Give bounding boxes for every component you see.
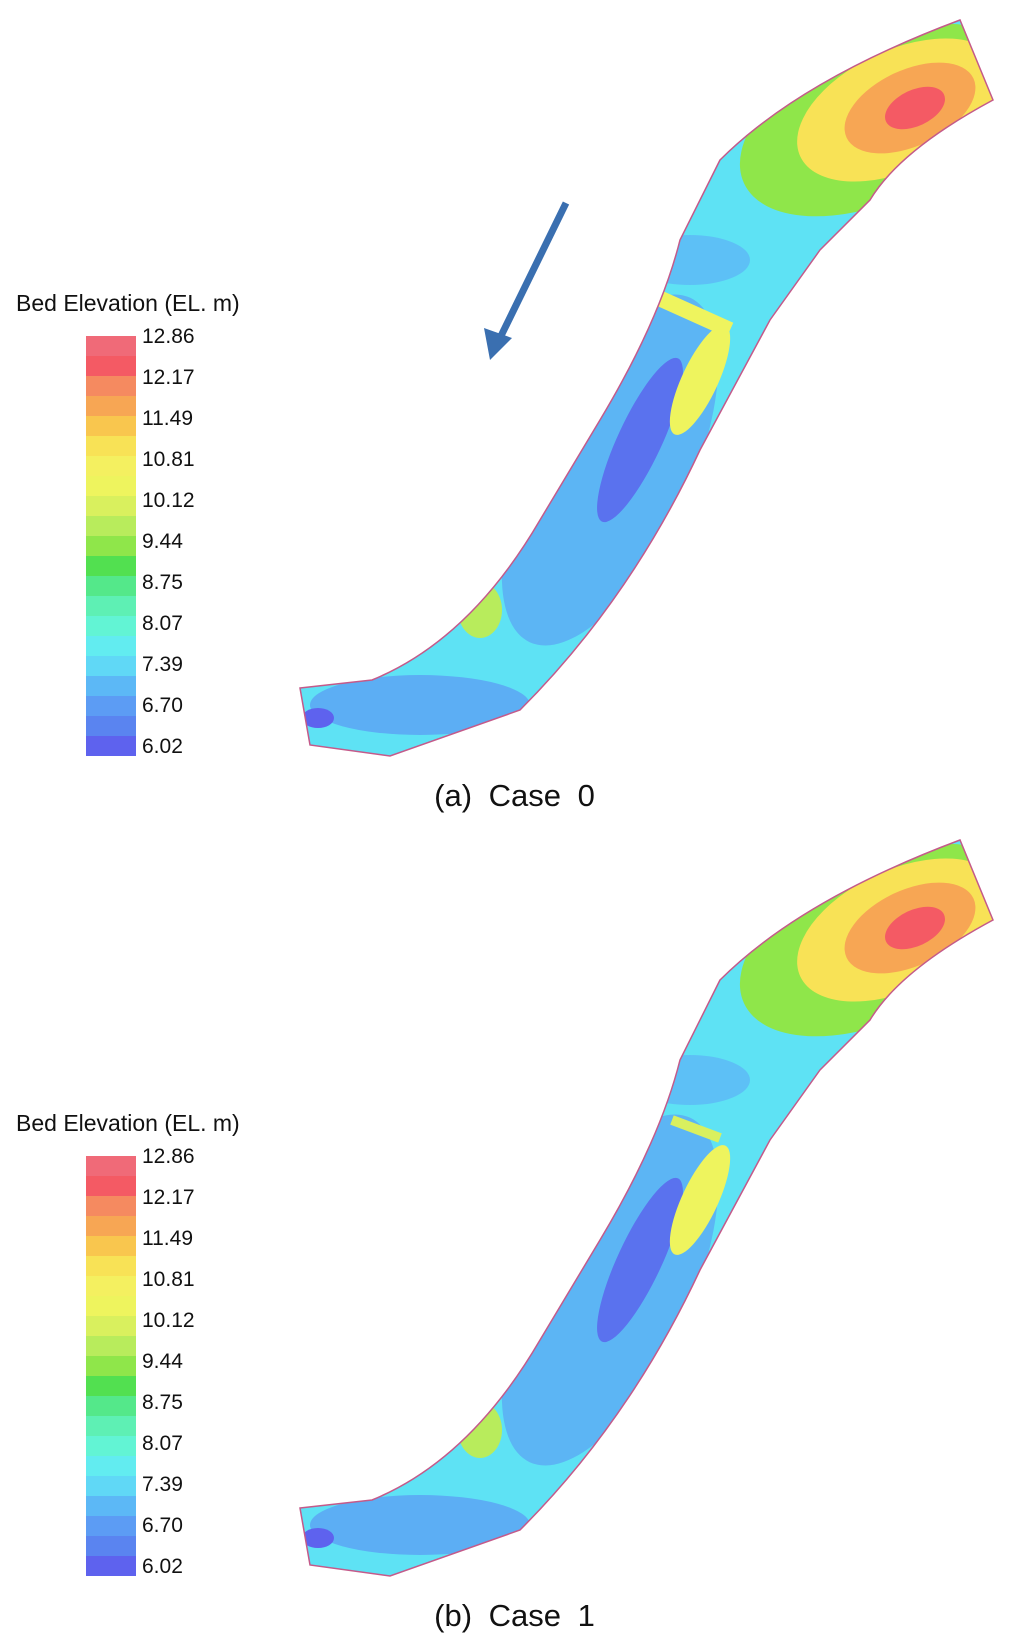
legend-color-swatch (86, 1216, 136, 1236)
legend-color-swatch (86, 416, 136, 436)
legend-color-swatch (86, 596, 136, 616)
legend-tick: 12.17 (142, 366, 195, 389)
legend-color-swatch (86, 616, 136, 636)
legend-color-swatch (86, 376, 136, 396)
legend-color-swatch (86, 536, 136, 556)
legend-tick: 12.86 (142, 1145, 195, 1168)
legend-color-swatch (86, 396, 136, 416)
panel-case-1: Bed Elevation (EL. m) 12.86 12.17 11.49 … (0, 820, 1029, 1640)
legend-colorbar (86, 1156, 136, 1576)
legend-color-swatch (86, 1256, 136, 1276)
legend-color-swatch (86, 1156, 136, 1176)
legend-color-swatch (86, 1396, 136, 1416)
legend-color-swatch (86, 1436, 136, 1456)
legend-tick: 8.75 (142, 571, 183, 594)
legend-color-swatch (86, 636, 136, 656)
legend-color-swatch (86, 476, 136, 496)
legend-color-swatch (86, 1176, 136, 1196)
legend-title: Bed Elevation (EL. m) (16, 1110, 240, 1136)
legend-color-swatch (86, 436, 136, 456)
legend-color-swatch (86, 696, 136, 716)
legend-color-swatch (86, 1276, 136, 1296)
legend-tick: 9.44 (142, 1350, 183, 1373)
legend-color-swatch (86, 1456, 136, 1476)
legend-color-swatch (86, 336, 136, 356)
legend-color-swatch (86, 1356, 136, 1376)
legend-tick: 10.12 (142, 489, 195, 512)
legend-color-swatch (86, 1296, 136, 1316)
river-map-case-0 (299, 19, 994, 757)
legend-tick: 6.70 (142, 694, 183, 717)
legend-tick: 10.12 (142, 1309, 195, 1332)
legend-color-swatch (86, 456, 136, 476)
legend-color-swatch (86, 716, 136, 736)
caption-case-1: (b) Case 1 (434, 1598, 595, 1633)
legend-color-swatch (86, 356, 136, 376)
legend-color-swatch (86, 1516, 136, 1536)
legend-color-swatch (86, 736, 136, 756)
legend-color-swatch (86, 1536, 136, 1556)
legend-color-swatch (86, 1316, 136, 1336)
legend-color-swatch (86, 576, 136, 596)
legend-tick: 6.70 (142, 1514, 183, 1537)
legend-tick: 9.44 (142, 530, 183, 553)
legend-tick: 11.49 (142, 1227, 193, 1250)
legend-tick: 7.39 (142, 1473, 183, 1496)
flow-direction-arrow (484, 201, 570, 360)
caption-case-0: (a) Case 0 (434, 778, 595, 813)
legend-tick: 8.07 (142, 612, 183, 635)
legend-title: Bed Elevation (EL. m) (16, 290, 240, 316)
legend-tick: 7.39 (142, 653, 183, 676)
legend-colorbar (86, 336, 136, 756)
legend-color-swatch (86, 1236, 136, 1256)
legend-tick: 6.02 (142, 735, 183, 758)
legend-color-swatch (86, 516, 136, 536)
legend-color-swatch (86, 1556, 136, 1576)
legend-tick: 6.02 (142, 1555, 183, 1578)
river-map-case-1 (299, 839, 994, 1577)
legend-tick: 11.49 (142, 407, 193, 430)
legend-color-swatch (86, 1196, 136, 1216)
legend-color-swatch (86, 496, 136, 516)
legend-color-swatch (86, 656, 136, 676)
panel-case-0: Bed Elevation (EL. m) 12.86 12.17 11.49 … (0, 0, 1029, 820)
legend-tick: 10.81 (142, 448, 195, 471)
legend-color-swatch (86, 1336, 136, 1356)
legend-color-swatch (86, 1416, 136, 1436)
legend-color-swatch (86, 1496, 136, 1516)
legend-tick: 12.86 (142, 325, 195, 348)
legend-color-swatch (86, 556, 136, 576)
legend-tick: 12.17 (142, 1186, 195, 1209)
legend-tick: 8.07 (142, 1432, 183, 1455)
legend-color-swatch (86, 1376, 136, 1396)
legend-tick: 10.81 (142, 1268, 195, 1291)
legend-color-swatch (86, 1476, 136, 1496)
legend-tick: 8.75 (142, 1391, 183, 1414)
legend-color-swatch (86, 676, 136, 696)
